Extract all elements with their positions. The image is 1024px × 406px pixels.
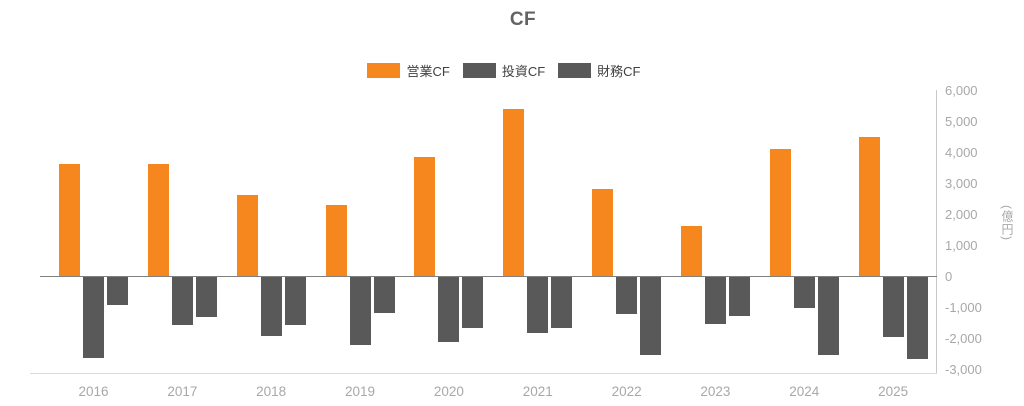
y-tick-label--3000: -3,000 <box>945 361 982 377</box>
x-tick-label-2024: 2024 <box>789 384 820 399</box>
bar-operating-cf-2025 <box>858 136 880 276</box>
bar-operating-cf-2024 <box>769 148 791 276</box>
bar-investing-cf-2017 <box>171 277 193 326</box>
y-tick-label--1000: -1,000 <box>945 299 982 315</box>
x-tick-label-2022: 2022 <box>611 384 642 399</box>
bar-investing-cf-2020 <box>438 277 460 343</box>
y-tick-label-3000: 3,000 <box>945 175 978 191</box>
bar-investing-cf-2022 <box>616 277 638 315</box>
y-tick-label-2000: 2,000 <box>945 206 978 222</box>
bar-investing-cf-2021 <box>527 277 549 333</box>
bar-investing-cf-2023 <box>704 277 726 324</box>
bar-investing-cf-2016 <box>83 277 104 358</box>
bar-financing-cf-2020 <box>462 277 484 329</box>
y-tick-label-5000: 5,000 <box>945 113 978 129</box>
bar-operating-cf-2022 <box>592 189 614 276</box>
x-tick-label-2016: 2016 <box>78 384 109 399</box>
bar-financing-cf-2019 <box>373 277 395 313</box>
x-axis-line <box>30 373 937 374</box>
bar-operating-cf-2020 <box>414 156 436 276</box>
bar-financing-cf-2023 <box>728 277 750 316</box>
bar-investing-cf-2018 <box>260 277 282 336</box>
bar-investing-cf-2024 <box>793 277 815 308</box>
legend-swatch-operating-cf-icon <box>367 63 401 78</box>
legend-label-financing-cf: 財務CF <box>597 64 641 79</box>
bar-investing-cf-2019 <box>349 277 371 346</box>
bar-investing-cf-2025 <box>882 277 904 338</box>
x-tick-label-2018: 2018 <box>256 384 287 399</box>
y-axis-line <box>936 90 937 374</box>
x-tick-label-2025: 2025 <box>878 384 909 399</box>
y-tick-label-1000: 1,000 <box>945 237 978 253</box>
legend-item-investing-cf: 投資CF <box>462 61 546 80</box>
bar-financing-cf-2017 <box>195 277 217 318</box>
bar-operating-cf-2021 <box>503 108 525 276</box>
y-axis-unit-label: (億円) <box>1000 205 1014 241</box>
bar-financing-cf-2025 <box>906 277 928 360</box>
y-tick-label--2000: -2,000 <box>945 330 982 346</box>
bar-operating-cf-2023 <box>680 226 702 276</box>
plot-area <box>40 90 937 373</box>
bar-financing-cf-2021 <box>551 277 573 329</box>
chart-title: CF <box>509 9 537 30</box>
legend-label-investing-cf: 投資CF <box>501 64 546 79</box>
y-tick-label-0: 0 <box>945 268 953 284</box>
legend-item-financing-cf: 財務CF <box>558 61 641 80</box>
legend-item-operating-cf: 営業CF <box>367 61 450 80</box>
bar-operating-cf-2018 <box>236 195 258 276</box>
bar-financing-cf-2016 <box>107 277 128 305</box>
x-tick-label-2020: 2020 <box>433 384 464 399</box>
bar-operating-cf-2016 <box>59 164 80 276</box>
legend-label-operating-cf: 営業CF <box>406 64 450 79</box>
x-tick-label-2019: 2019 <box>345 384 376 399</box>
legend-swatch-financing-cf-icon <box>558 63 592 78</box>
bar-operating-cf-2017 <box>147 164 169 276</box>
bar-operating-cf-2019 <box>325 204 347 276</box>
x-tick-label-2023: 2023 <box>700 384 731 399</box>
x-tick-label-2021: 2021 <box>522 384 553 399</box>
y-tick-label-4000: 4,000 <box>945 144 978 160</box>
bar-financing-cf-2022 <box>640 277 662 355</box>
zero-baseline <box>40 276 937 277</box>
legend: 営業CF 投資CF 財務CF <box>0 61 1024 80</box>
bar-financing-cf-2024 <box>817 277 839 355</box>
bar-financing-cf-2018 <box>284 277 306 326</box>
x-tick-label-2017: 2017 <box>167 384 198 399</box>
y-tick-label-6000: 6,000 <box>945 82 978 98</box>
legend-swatch-investing-cf-icon <box>462 63 496 78</box>
